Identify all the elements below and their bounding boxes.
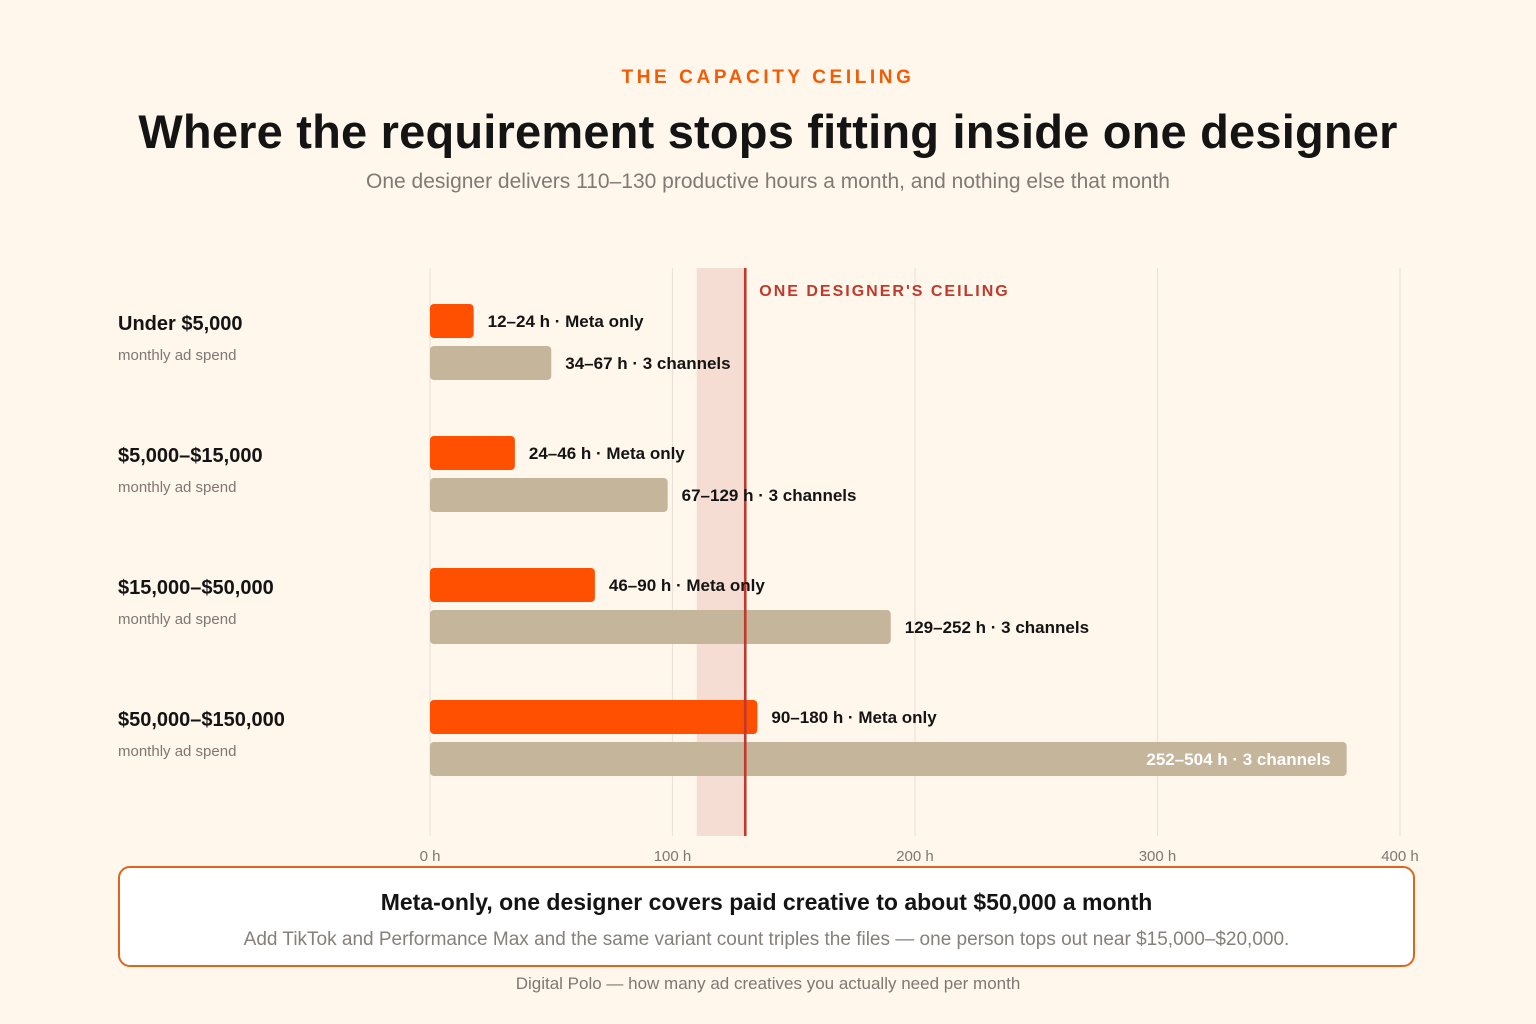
x-tick-label: 400 h xyxy=(1381,848,1419,865)
page-subtitle: One designer delivers 110–130 productive… xyxy=(366,170,1170,193)
page-title: Where the requirement stops fitting insi… xyxy=(138,105,1398,158)
bar-value-label: 90–180 h · Meta only xyxy=(771,708,937,727)
callout-body: Add TikTok and Performance Max and the s… xyxy=(243,929,1290,950)
bar-three-channels xyxy=(430,742,1347,776)
category-label: $15,000–$50,000 xyxy=(118,577,274,599)
bar-meta-only xyxy=(430,436,515,470)
bar-value-label: 129–252 h · 3 channels xyxy=(905,618,1089,637)
bar-three-channels xyxy=(430,346,552,380)
ceiling-band xyxy=(696,268,746,836)
bar-value-label: 252–504 h · 3 channels xyxy=(1146,750,1330,769)
bar-value-label: 34–67 h · 3 channels xyxy=(565,354,730,373)
eyebrow-label: THE CAPACITY CEILING xyxy=(621,67,915,88)
bar-meta-only xyxy=(430,568,595,602)
category-sublabel: monthly ad spend xyxy=(118,611,236,628)
category-label: $50,000–$150,000 xyxy=(118,709,285,731)
bar-value-label: 12–24 h · Meta only xyxy=(488,312,644,331)
bar-value-label: 46–90 h · Meta only xyxy=(609,576,765,595)
x-tick-label: 100 h xyxy=(654,848,692,865)
takeaway-callout: Meta-only, one designer covers paid crea… xyxy=(118,866,1415,967)
callout-title: Meta-only, one designer covers paid crea… xyxy=(380,889,1153,915)
x-tick-label: 300 h xyxy=(1139,848,1177,865)
labels-layer: Under $5,000 monthly ad spend 12–24 h · Me… xyxy=(118,312,1331,769)
category-sublabel: monthly ad spend xyxy=(118,479,236,496)
bar-meta-only xyxy=(430,700,758,734)
category-label: $5,000–$15,000 xyxy=(118,445,263,467)
bar-three-channels xyxy=(430,478,668,512)
source-footer: Digital Polo — how many ad creatives you… xyxy=(515,974,1021,993)
bars-layer xyxy=(430,304,1347,776)
x-tick-label: 200 h xyxy=(896,848,934,865)
category-sublabel: monthly ad spend xyxy=(118,347,236,364)
bar-value-label: 67–129 h · 3 channels xyxy=(682,486,857,505)
bar-value-label: 24–46 h · Meta only xyxy=(529,444,685,463)
bar-meta-only xyxy=(430,304,474,338)
category-sublabel: monthly ad spend xyxy=(118,743,236,760)
bar-three-channels xyxy=(430,610,891,644)
x-tick-label: 0 h xyxy=(420,848,441,865)
ceiling-label: ONE DESIGNER'S CEILING xyxy=(759,283,1010,300)
category-label: Under $5,000 xyxy=(118,313,243,335)
